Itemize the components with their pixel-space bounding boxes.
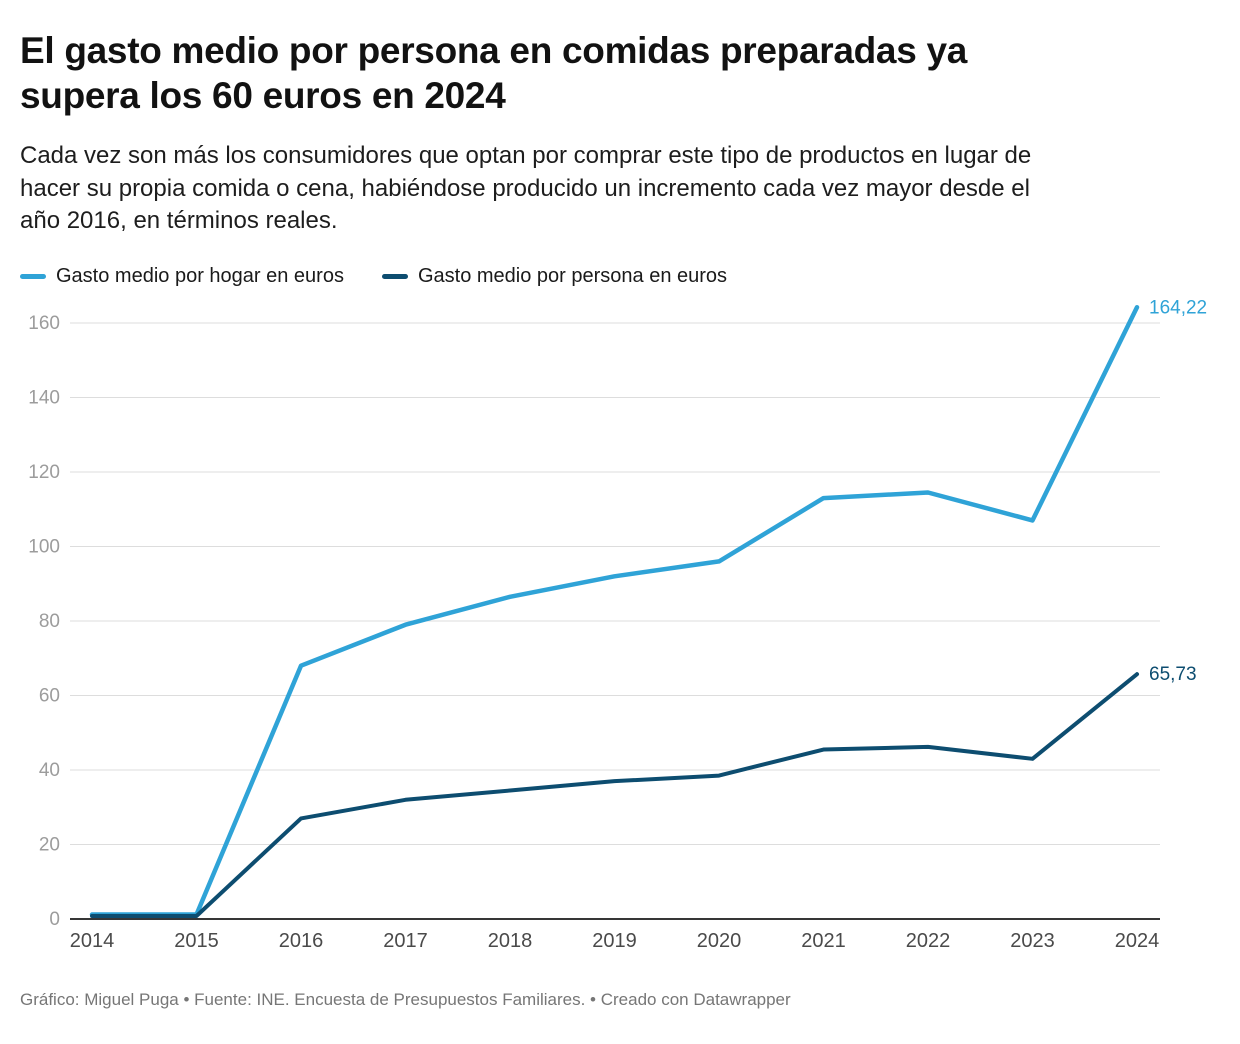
footer-text: Gráfico: Miguel Puga • Fuente: INE. Encu… [20, 990, 791, 1010]
x-axis-tick-label: 2023 [1010, 930, 1055, 952]
y-axis-tick-label: 160 [28, 313, 60, 334]
x-axis-tick-label: 2024 [1115, 930, 1160, 952]
x-axis-tick-label: 2014 [70, 930, 115, 952]
series-line-1 [90, 672, 1139, 919]
legend-swatch [20, 273, 46, 279]
y-axis-tick-label: 60 [39, 686, 60, 707]
footer: Gráfico: Miguel Puga • Fuente: INE. Encu… [20, 990, 1220, 1010]
legend-item-0: Gasto medio por hogar en euros [20, 265, 344, 288]
y-axis-tick-label: 80 [39, 611, 60, 632]
legend-swatch [381, 273, 408, 279]
page-title: El gasto medio por persona en comidas pr… [20, 30, 968, 117]
x-axis-tick-label: 2022 [906, 930, 951, 952]
y-axis-tick-label: 100 [28, 537, 60, 558]
y-axis-tick-label: 140 [28, 388, 60, 409]
x-axis-tick-label: 2017 [383, 930, 428, 952]
chart-svg: 0 20 40 60 80 100 120 140 160 2014 2015 2016 2017 201… [28, 298, 1207, 953]
x-axis-tick-label: 2019 [592, 930, 637, 952]
page-subtitle: Cada vez son más los consumidores que op… [20, 142, 1032, 235]
legend-item-1: Gasto medio por persona en euros [381, 264, 728, 288]
line-chart: 0 20 40 60 80 100 120 140 160 2014 2015 2016 2017 201… [20, 293, 1220, 966]
y-axis-tick-label: 20 [39, 835, 60, 856]
y-axis-tick-label: 40 [39, 760, 60, 781]
legend-label: Gasto medio por hogar en euros [56, 264, 344, 287]
legend: Gasto medio por hogar en euros Gasto medi… [20, 263, 1220, 289]
x-axis-tick-label: 2021 [801, 930, 846, 952]
y-axis-tick-label: 0 [49, 909, 60, 930]
series-end-label-0: 164,22 [1149, 298, 1207, 319]
series-end-label-1: 65,73 [1149, 665, 1197, 686]
x-axis-tick-label: 2020 [697, 930, 742, 952]
legend-label: Gasto medio por persona en euros [417, 264, 728, 287]
series-line-0 [89, 305, 1140, 918]
x-axis-tick-label: 2016 [279, 930, 324, 952]
x-axis-tick-label: 2015 [174, 930, 219, 952]
y-axis-tick-label: 120 [28, 462, 60, 483]
x-axis-tick-label: 2018 [488, 930, 533, 952]
